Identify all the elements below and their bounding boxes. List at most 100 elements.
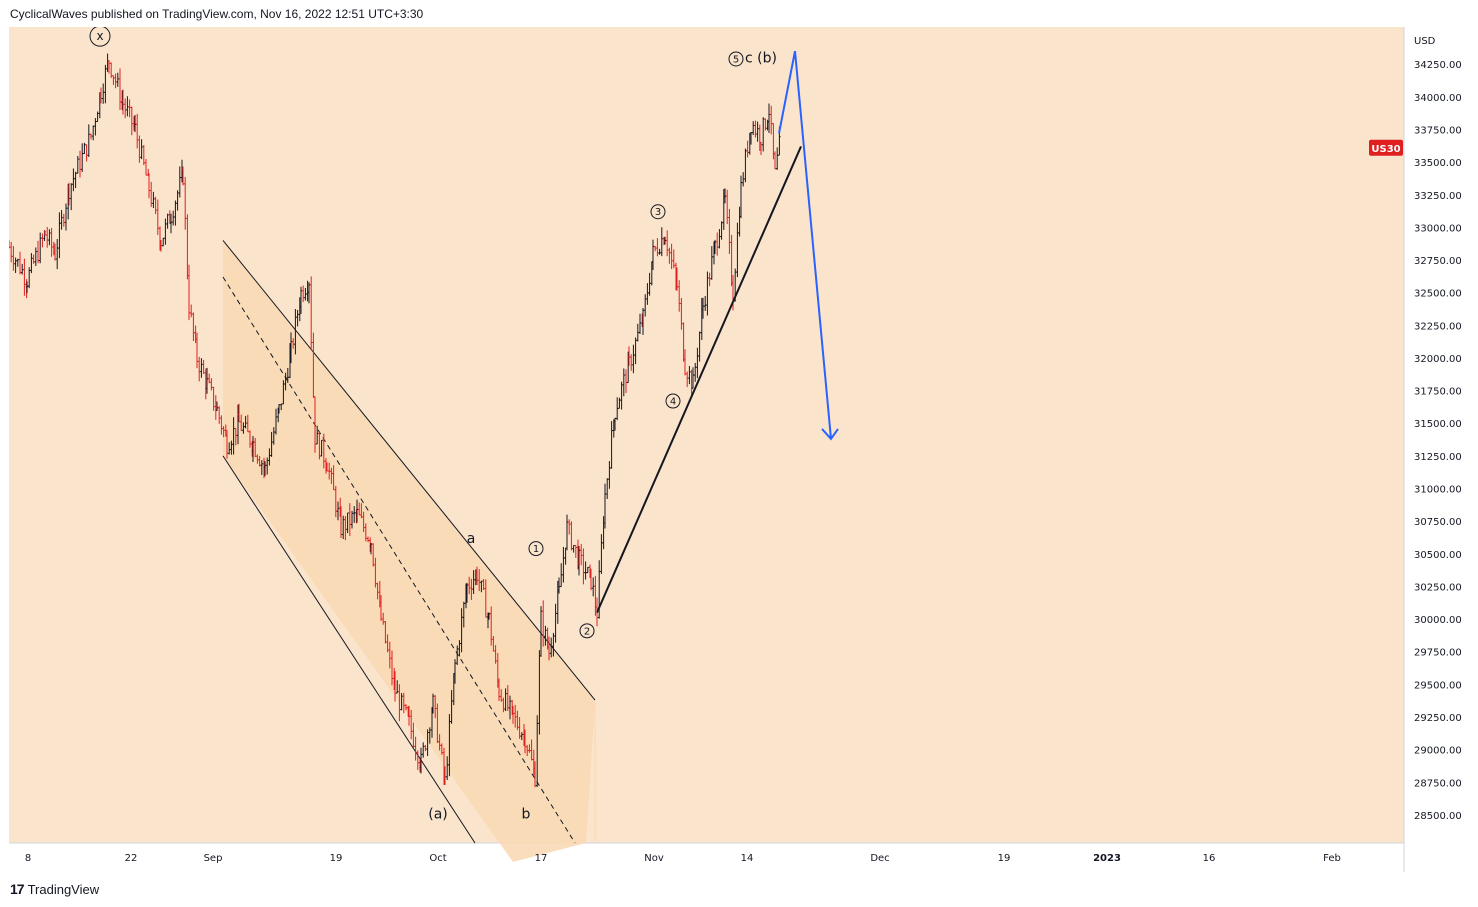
projection-path: [778, 50, 832, 440]
price-tick-label: 33250.00: [1414, 191, 1462, 202]
ohlc-bar: [728, 208, 731, 254]
ohlc-bar: [680, 297, 683, 330]
wave-label: 4: [665, 393, 681, 409]
footer-branding[interactable]: 17 TradingView: [10, 881, 99, 897]
wave-label-text: a: [467, 531, 476, 547]
ohlc-bar: [332, 465, 335, 491]
ohlc-bar: [718, 229, 721, 249]
channel-fill: [223, 240, 595, 862]
ohlc-bar: [764, 118, 767, 131]
ohlc-bar: [754, 120, 757, 138]
ohlc-bar: [362, 511, 365, 533]
price-tick-label: 34000.00: [1414, 93, 1462, 104]
ohlc-bar: [494, 645, 497, 664]
ohlc-bar: [320, 439, 323, 457]
price-tick-label: 30250.00: [1414, 582, 1462, 593]
wave-label-text: b: [522, 807, 531, 823]
channel-layer: [222, 240, 596, 862]
ohlc-bar: [126, 96, 129, 117]
price-tick-label: 28500.00: [1414, 811, 1462, 822]
ohlc-bar: [10, 241, 13, 263]
time-tick-label: 8: [25, 853, 31, 864]
time-tick-label: 19: [330, 853, 343, 864]
ohlc-bar: [608, 461, 611, 489]
price-tick-label: 33500.00: [1414, 158, 1462, 169]
ohlc-bar: [41, 233, 44, 248]
current-price-badge-box: [1369, 139, 1403, 156]
ohlc-bar: [600, 534, 603, 575]
ohlc-bar: [346, 512, 349, 534]
price-tick-label: 29250.00: [1414, 713, 1462, 724]
time-tick-label: 17: [535, 853, 548, 864]
ohlc-bar: [570, 521, 573, 551]
ohlc-bar: [696, 347, 699, 379]
time-tick-label: 2023: [1093, 853, 1121, 864]
ohlc-bar: [16, 258, 19, 267]
ohlc-bar: [450, 690, 453, 724]
chart-svg[interactable]: x 5 c (b) 3 4 1 2 a b (a) 34250.00 34000.00 33750.0…: [7, 25, 1469, 872]
wave-label: a: [467, 531, 476, 547]
ohlc-bars: [7, 53, 781, 788]
ohlc-bar: [518, 717, 521, 739]
wave-label-text: x: [96, 29, 103, 43]
time-tick-label: Nov: [644, 853, 664, 864]
ohlc-bar: [48, 229, 51, 246]
time-tick-label: 19: [998, 853, 1011, 864]
price-tick-label: 28750.00: [1414, 778, 1462, 789]
ohlc-bar: [646, 283, 649, 305]
ohlc-bar: [482, 579, 485, 591]
time-tick-label: 16: [1203, 853, 1216, 864]
ohlc-bar: [472, 570, 475, 595]
price-tick-label: 30500.00: [1414, 550, 1462, 561]
price-tick-label: 32250.00: [1414, 321, 1462, 332]
time-tick-label: 22: [125, 853, 138, 864]
time-axis[interactable]: [9, 843, 1404, 872]
wave-label: 2: [579, 623, 595, 639]
ohlc-bar: [632, 344, 635, 374]
ohlc-bar: [12, 246, 15, 271]
channel-fill-edge: [594, 700, 596, 843]
wave-label: 5: [728, 51, 744, 67]
price-tick-label: 31000.00: [1414, 485, 1462, 496]
ohlc-bar: [582, 548, 585, 585]
plot-area[interactable]: [9, 27, 1404, 843]
wave-label: c (b): [745, 51, 777, 67]
wave-label-circle: [665, 393, 681, 409]
price-tick-label: 31250.00: [1414, 452, 1462, 463]
tradingview-logo-icon: 17: [10, 881, 25, 897]
price-tick-label: 34250.00: [1414, 60, 1462, 71]
current-price-badge[interactable]: US30: [1369, 139, 1403, 156]
publish-info: CyclicalWaves published on TradingView.c…: [10, 7, 424, 21]
wave-label: 1: [528, 541, 544, 557]
wave-label-circle: [528, 541, 544, 557]
ohlc-bar: [528, 744, 531, 753]
wave-label-text: 3: [655, 207, 661, 218]
price-tick-label: 32000.00: [1414, 354, 1462, 365]
currency-label: USD: [1414, 36, 1436, 47]
time-tick-label: Sep: [204, 853, 223, 864]
price-tick-label: 31500.00: [1414, 419, 1462, 430]
ohlc-bar: [668, 247, 671, 264]
wave-label-circle: [579, 623, 595, 639]
ohlc-bar: [706, 271, 709, 316]
time-tick-label: 14: [741, 853, 754, 864]
ohlc-bar: [552, 632, 555, 657]
wave-label-text: c (b): [745, 51, 777, 67]
price-tick-label: 32500.00: [1414, 289, 1462, 300]
time-tick-label: Dec: [870, 853, 889, 864]
channel-upper-line: [222, 240, 596, 701]
ohlc-bar: [544, 625, 547, 646]
wave-label: 3: [650, 204, 666, 220]
price-axis[interactable]: [1404, 27, 1469, 872]
ohlc-bar: [504, 688, 507, 712]
price-tick-label: 31750.00: [1414, 387, 1462, 398]
price-tick-label: 29750.00: [1414, 648, 1462, 659]
ohlc-bar: [744, 148, 747, 183]
ohlc-bar: [618, 397, 621, 409]
price-tick-label: 33750.00: [1414, 125, 1462, 136]
ohlc-bar: [562, 547, 565, 583]
price-chart[interactable]: x 5 c (b) 3 4 1 2 a b (a) 34250.00 34000.00 33750.0…: [7, 25, 1469, 872]
ohlc-bar: [376, 582, 379, 600]
price-tick-label: 29500.00: [1414, 680, 1462, 691]
price-ticks: 34250.00 34000.00 33750.00 33500.00 33250.00…: [1414, 60, 1462, 822]
